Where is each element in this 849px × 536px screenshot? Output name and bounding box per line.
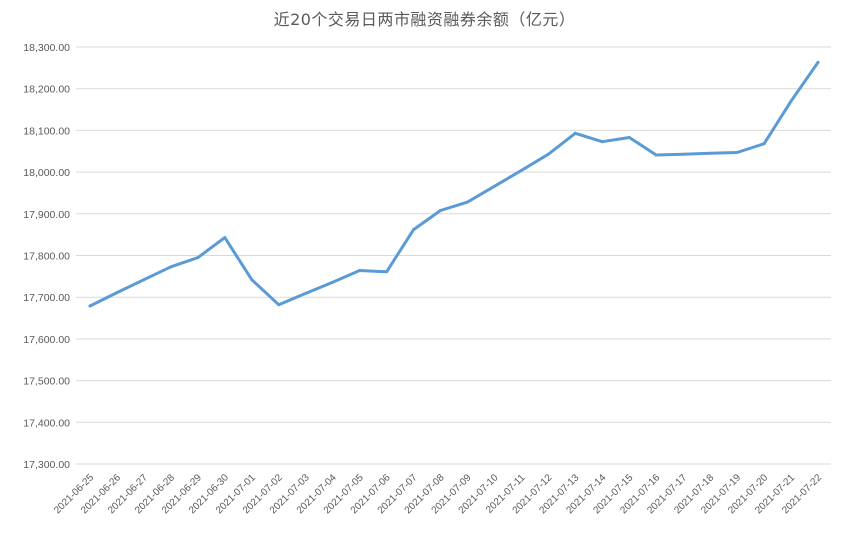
y-tick-label: 18,100.00 (23, 125, 70, 137)
data-point (385, 270, 389, 274)
data-point (142, 278, 146, 282)
data-point (169, 265, 173, 269)
data-point (223, 236, 227, 240)
data-point (412, 228, 416, 232)
y-tick-label: 17,400.00 (23, 417, 70, 429)
data-point (600, 140, 604, 144)
data-point (546, 152, 550, 156)
data-point (573, 131, 577, 135)
data-point (627, 136, 631, 139)
y-tick-label: 18,300.00 (23, 42, 70, 54)
data-point (250, 278, 254, 282)
data-point (277, 303, 281, 307)
data-point (735, 151, 739, 154)
data-point (466, 200, 469, 204)
chart-title: 近20个交易日两市融资融券余额（亿元） (273, 10, 576, 29)
y-tick-label: 17,900.00 (23, 209, 70, 221)
series-line (88, 60, 820, 308)
data-point (331, 280, 335, 284)
data-point (304, 291, 308, 295)
data-point (492, 184, 496, 188)
y-tick-label: 17,800.00 (23, 251, 70, 263)
y-tick-label: 17,500.00 (23, 376, 70, 388)
y-tick-label: 18,000.00 (23, 167, 70, 179)
data-point (762, 142, 766, 146)
y-axis-tick-labels: 17,300.00 17,400.00 17,500.00 17,600.00 17,7… (23, 42, 70, 471)
gridlines (76, 46, 831, 465)
data-point (196, 256, 200, 260)
data-point (439, 209, 442, 212)
data-point (358, 269, 362, 272)
data-point (681, 152, 685, 156)
y-tick-label: 17,700.00 (23, 292, 70, 304)
y-tick-label: 17,600.00 (23, 334, 70, 346)
series-layer (88, 60, 820, 308)
data-point (654, 153, 658, 157)
x-axis-tick-labels: 2021-06-252021-06-262021-06-272021-06-28… (52, 472, 824, 516)
y-tick-label: 18,200.00 (23, 84, 70, 96)
data-point (816, 60, 820, 64)
y-tick-label: 17,300.00 (23, 459, 70, 471)
data-point (519, 168, 523, 172)
data-point (115, 291, 119, 295)
data-point (88, 304, 92, 308)
data-point (708, 151, 712, 155)
data-point (789, 99, 793, 103)
